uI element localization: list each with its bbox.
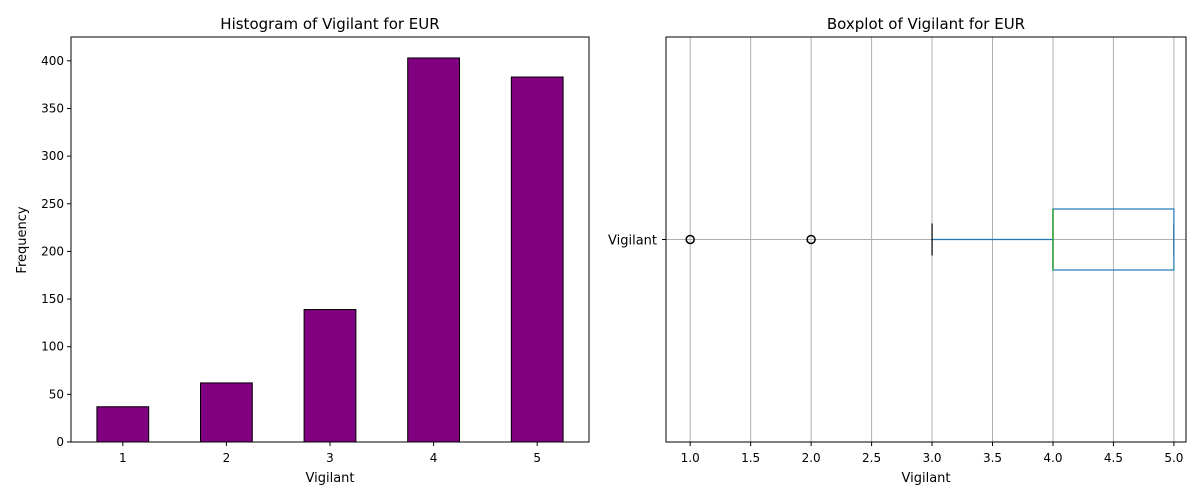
histogram-y-tick-label: 300 [41,149,64,163]
boxplot-x-tick-label: 1.5 [741,451,760,465]
boxplot-y-ticks: Vigilant [608,234,666,249]
histogram-y-tick-label: 150 [41,292,64,306]
histogram-y-tick-label: 100 [41,340,64,354]
boxplot-x-tick-label: 2.5 [862,451,881,465]
boxplot-title: Boxplot of Vigilant for EUR [827,15,1025,33]
histogram-bar [510,76,564,443]
histogram-bar [200,382,253,443]
boxplot-x-tick-label: 4.0 [1043,451,1062,465]
histogram-x-tick-label: 4 [430,451,438,465]
histogram-bar [303,309,357,443]
histogram-y-tick-label: 0 [56,435,64,449]
histogram-title: Histogram of Vigilant for EUR [220,15,439,33]
histogram-bars [96,57,564,443]
boxplot-marks [685,208,1175,271]
boxplot-x-tick-label: 4.5 [1104,451,1123,465]
histogram-x-tick-label: 2 [223,451,231,465]
boxplot-x-label: Vigilant [902,471,951,486]
histogram-y-tick-label: 200 [41,244,64,258]
boxplot-x-tick-label: 3.0 [922,451,941,465]
histogram-x-tick-label: 5 [533,451,541,465]
boxplot-y-tick-label: Vigilant [608,234,657,249]
boxplot-x-tick-label: 2.0 [802,451,821,465]
boxplot-axes-frame [665,36,1187,443]
histogram-panel: Histogram of Vigilant for EUR 0 50 100 150 2… [15,15,590,486]
boxplot-x-tick-label: 3.5 [983,451,1002,465]
histogram-y-ticks: 0 50 100 150 200 250 300 350 400 [41,54,71,449]
histogram-axes-frame [70,36,590,443]
boxplot-panel: Boxplot of Vigilant for EUR 1.0 1.5 2.0 2.5… [608,15,1187,486]
boxplot-x-tick-label: 1.0 [681,451,700,465]
histogram-y-tick-label: 250 [41,197,64,211]
histogram-bar [96,406,150,443]
histogram-bar [407,57,461,443]
histogram-x-label: Vigilant [306,471,355,486]
histogram-y-tick-label: 400 [41,54,64,68]
boxplot-x-ticks: 1.0 1.5 2.0 2.5 3.0 3.5 4.0 4.5 5.0 [681,442,1183,465]
boxplot-outlier-point [806,234,816,245]
boxplot-x-tick-label: 5.0 [1164,451,1183,465]
histogram-y-label: Frequency [15,206,30,273]
histogram-x-ticks: 1 2 3 4 5 [119,442,541,465]
boxplot-outlier-point [685,234,695,245]
histogram-y-tick-label: 350 [41,101,64,115]
boxplot-grid [666,37,1186,442]
histogram-y-tick-label: 50 [49,387,64,401]
histogram-x-tick-label: 1 [119,451,127,465]
histogram-x-tick-label: 3 [326,451,334,465]
